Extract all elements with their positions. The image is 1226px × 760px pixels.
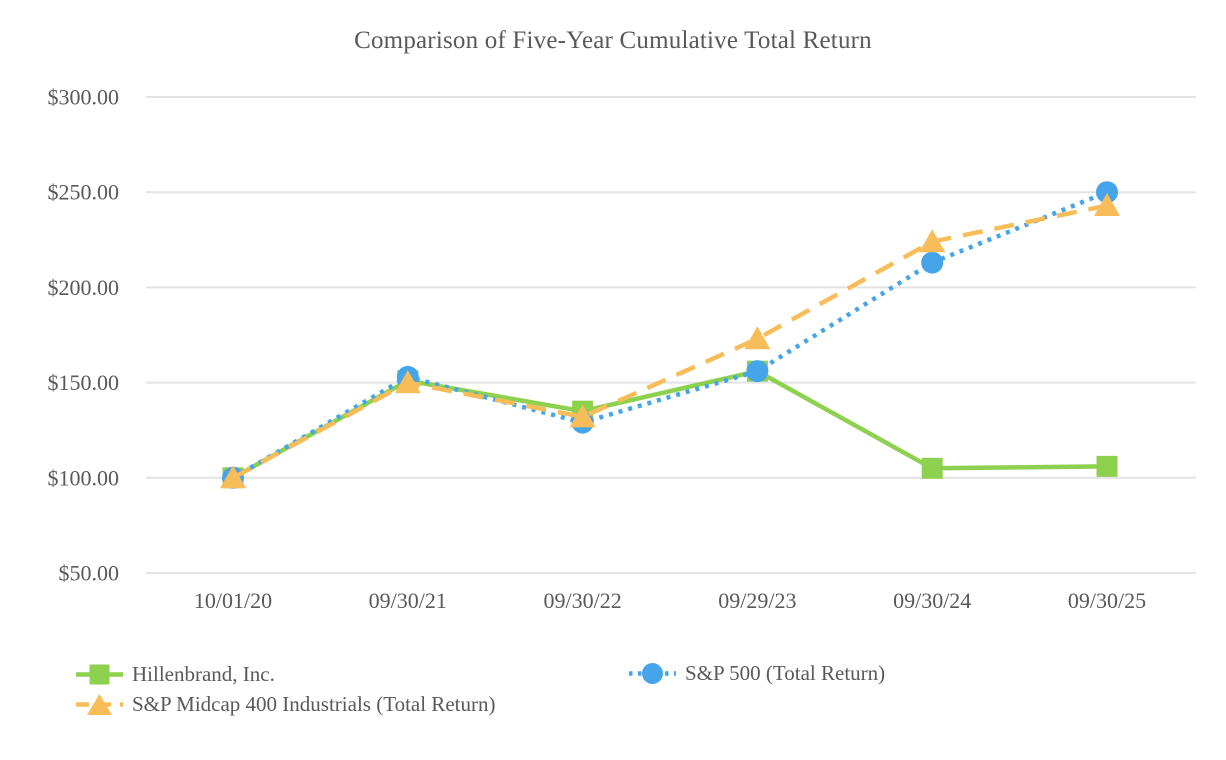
y-axis-tick-label: $100.00 [48, 465, 120, 490]
legend-label-hillenbrand: Hillenbrand, Inc. [132, 662, 275, 686]
data-point-marker-s-p-midcap-400-industrials-total-return [569, 404, 596, 428]
x-axis-tick-label: 09/30/22 [543, 588, 621, 613]
x-axis-tick-label: 09/29/23 [718, 588, 796, 613]
data-point-marker-s-p-midcap-400-industrials-total-return [1094, 193, 1120, 217]
hillenbrand-legend-marker-icon [76, 661, 123, 688]
series-line-s-p-midcap-400-industrials-total-return [231, 203, 1108, 480]
y-axis-tick-label: $50.00 [59, 561, 120, 586]
legend-item-sp-midcap-400-industrials: S&P Midcap 400 Industrials (Total Return… [76, 691, 495, 718]
y-axis-tick-label: $300.00 [48, 85, 120, 110]
sp-midcap-legend-marker-icon [76, 691, 123, 718]
data-point-marker-hillenbrand-inc [921, 457, 943, 479]
data-point-marker-s-p-500-total-return [746, 360, 769, 383]
x-axis-tick-label: 10/01/20 [194, 588, 272, 613]
data-point-marker-s-p-500-total-return [1096, 181, 1118, 204]
data-point-marker-s-p-500-total-return [921, 251, 944, 274]
x-axis-tick-label: 09/30/24 [893, 588, 971, 613]
data-point-marker-hillenbrand-inc [1096, 455, 1118, 477]
legend-item-hillenbrand: Hillenbrand, Inc. [76, 661, 275, 688]
x-axis-tick-label: 09/30/25 [1068, 588, 1146, 613]
chart-title: Comparison of Five-Year Cumulative Total… [354, 27, 872, 54]
data-point-marker-s-p-midcap-400-industrials-total-return [744, 326, 771, 350]
data-point-marker-s-p-midcap-400-industrials-total-return [394, 370, 421, 394]
y-axis-tick-label: $250.00 [48, 180, 120, 205]
x-axis-tick-label: 09/30/21 [369, 588, 447, 613]
sp500-legend-marker-icon [629, 660, 676, 687]
y-axis-tick-label: $150.00 [48, 370, 120, 395]
legend-label-sp-midcap-400-industrials: S&P Midcap 400 Industrials (Total Return… [132, 692, 496, 716]
data-point-marker-s-p-midcap-400-industrials-total-return [220, 465, 246, 489]
series-line-hillenbrand-inc [231, 368, 1108, 480]
y-axis-tick-label: $200.00 [48, 275, 120, 300]
series-line-s-p-500-total-return [231, 190, 1108, 480]
legend-label-sp500: S&P 500 (Total Return) [685, 661, 886, 685]
legend-item-sp500: S&P 500 (Total Return) [629, 660, 885, 687]
data-point-marker-s-p-midcap-400-industrials-total-return [919, 229, 946, 253]
